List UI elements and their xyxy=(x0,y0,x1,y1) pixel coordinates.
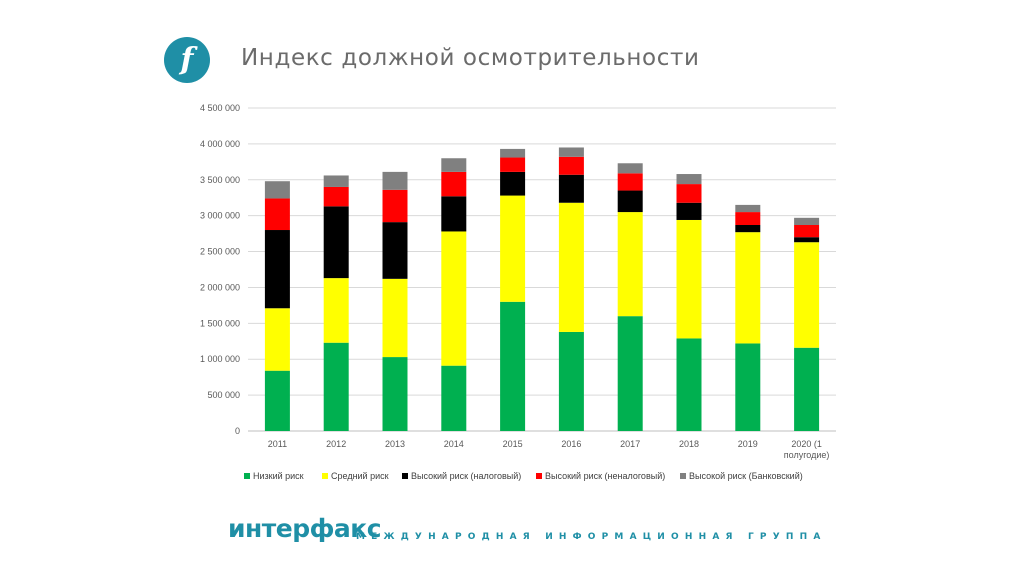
bar-segment xyxy=(323,342,349,431)
bar-segment xyxy=(382,278,408,358)
bar-segment xyxy=(500,148,526,158)
x-tick-label: 2012 xyxy=(326,439,346,449)
bar-segment xyxy=(323,175,349,187)
bar-segment xyxy=(323,186,349,207)
y-tick-label: 3 000 000 xyxy=(200,211,240,221)
bar-segment xyxy=(500,157,526,172)
bar-segment xyxy=(382,357,408,431)
bar-segment xyxy=(676,184,702,203)
legend-label: Средний риск xyxy=(331,471,389,481)
bar-segment xyxy=(558,156,584,175)
bar-segment xyxy=(617,173,643,191)
y-tick-label: 0 xyxy=(235,426,240,436)
bar-segment xyxy=(382,222,408,279)
bar-segment xyxy=(264,308,290,371)
bar-segment xyxy=(441,231,467,366)
legend-label: Высокий риск (налоговый) xyxy=(411,471,521,481)
y-tick-label: 2 500 000 xyxy=(200,247,240,257)
legend-swatch xyxy=(680,473,686,479)
bar-segment xyxy=(676,338,702,431)
y-tick-label: 1 500 000 xyxy=(200,318,240,328)
x-tick-label: 2017 xyxy=(620,439,640,449)
page-title: Индекс должной осмотрительности xyxy=(241,45,700,71)
y-tick-label: 1 000 000 xyxy=(200,354,240,364)
x-tick-label: 2020 (1 xyxy=(791,439,822,449)
bar-segment xyxy=(264,198,290,231)
bar-segment xyxy=(794,347,820,431)
bar-segment xyxy=(441,158,467,172)
legend-swatch xyxy=(322,473,328,479)
y-tick-label: 2 000 000 xyxy=(200,282,240,292)
legend-label: Высокий риск (неналоговый) xyxy=(545,471,665,481)
bar-segment xyxy=(794,217,820,225)
x-tick-label: полугодие) xyxy=(784,450,830,460)
x-tick-label: 2016 xyxy=(561,439,581,449)
y-tick-label: 500 000 xyxy=(207,390,240,400)
stacked-bar-chart: 0 500 000 1 000 000 1 500 000 2 000 000 2 500… xyxy=(200,103,836,481)
bar-segment xyxy=(735,224,761,233)
x-tick-label: 2011 xyxy=(268,439,287,449)
bar-segment xyxy=(735,204,761,213)
bar-segment xyxy=(382,189,408,223)
legend-swatch xyxy=(402,473,408,479)
bar-segment xyxy=(264,370,290,431)
bar-segment xyxy=(264,230,290,309)
bar-segment xyxy=(617,163,643,174)
y-tick-label: 4 500 000 xyxy=(200,103,240,113)
bar-segment xyxy=(735,343,761,431)
x-tick-label: 2014 xyxy=(444,439,464,449)
bar-segment xyxy=(558,174,584,203)
bar-segment xyxy=(735,232,761,344)
bar-segment xyxy=(264,181,290,199)
legend-swatch xyxy=(244,473,250,479)
bar-segment xyxy=(558,147,584,157)
bar-segment xyxy=(676,174,702,185)
x-tick-label: 2018 xyxy=(679,439,699,449)
legend-label: Низкий риск xyxy=(253,471,304,481)
bar-segment xyxy=(676,202,702,220)
x-tick-label: 2019 xyxy=(738,439,758,449)
bar-segment xyxy=(794,237,820,243)
bar-segment xyxy=(500,301,526,431)
bar-segment xyxy=(323,206,349,279)
bar-segment xyxy=(500,195,526,302)
bar-segment xyxy=(617,316,643,431)
logo-icon: f xyxy=(164,37,210,83)
bar-segment xyxy=(617,212,643,317)
y-tick-label: 4 000 000 xyxy=(200,139,240,149)
bar-segment xyxy=(558,202,584,332)
logo-glyph: f xyxy=(180,42,194,77)
legend-swatch xyxy=(536,473,542,479)
bar-segment xyxy=(676,219,702,339)
footer-brand-logo: интерфакс xyxy=(228,514,382,543)
bar-segment xyxy=(794,224,820,238)
bar-segment xyxy=(794,242,820,348)
bar-segment xyxy=(617,190,643,213)
bar-segment xyxy=(558,331,584,431)
bar-segment xyxy=(323,278,349,343)
bar-segment xyxy=(735,212,761,225)
bar-segment xyxy=(500,171,526,196)
x-tick-label: 2015 xyxy=(503,439,523,449)
bar-segment xyxy=(441,196,467,232)
x-tick-label: 2013 xyxy=(385,439,405,449)
footer-tagline: МЕЖДУНАРОДНАЯ ИНФОРМАЦИОННАЯ ГРУППА xyxy=(356,532,827,542)
legend-label: Высокой риск (Банковский) xyxy=(689,471,803,481)
bar-segment xyxy=(441,365,467,431)
y-tick-label: 3 500 000 xyxy=(200,175,240,185)
bar-segment xyxy=(382,171,408,190)
bar-segment xyxy=(441,171,467,197)
